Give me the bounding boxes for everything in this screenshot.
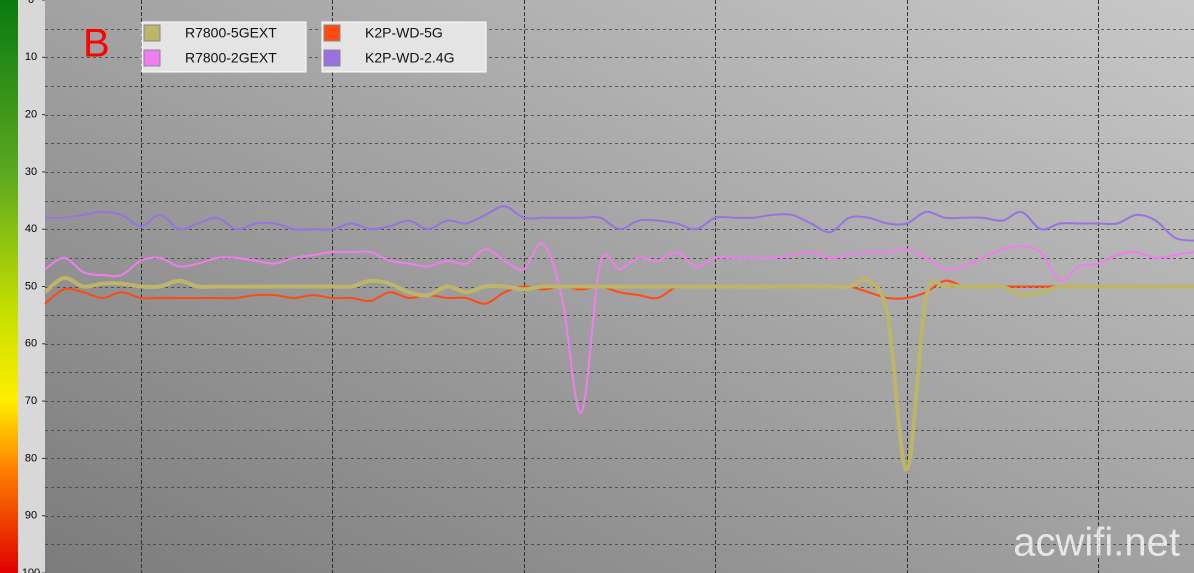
- series-line: [44, 242, 1194, 414]
- legend: R7800-5GEXT R7800-2GEXT K2P-WD-5G K2P-WD-2.…: [141, 21, 487, 73]
- y-tick-label: 100: [22, 567, 40, 573]
- legend-label: K2P-WD-2.4G: [365, 50, 454, 66]
- y-tick-label: 0: [28, 0, 34, 6]
- legend-box: [321, 21, 487, 73]
- y-tick-label: 30: [25, 166, 37, 178]
- y-tick-label: 20: [25, 109, 37, 121]
- legend-label: K2P-WD-5G: [365, 25, 443, 41]
- lines: [43, 205, 1194, 472]
- y-tick-label: 10: [25, 51, 37, 63]
- series-line: [43, 275, 1194, 472]
- y-tick-label: 40: [25, 223, 37, 235]
- y-tick-label: 70: [25, 395, 37, 407]
- series-line: [44, 205, 1194, 242]
- y-axis: 0 10 20 30 40 50 60 70 80 90 100: [22, 0, 45, 573]
- legend-swatch: [143, 24, 161, 42]
- legend-label: R7800-5GEXT: [185, 25, 277, 41]
- y-tick-label: 90: [25, 510, 37, 522]
- y-tick-label: 60: [25, 338, 37, 350]
- y-tick-label: 50: [25, 280, 37, 292]
- legend-label: R7800-2GEXT: [185, 50, 277, 66]
- legend-swatch: [143, 49, 161, 67]
- grid: [45, 0, 1194, 573]
- legend-swatch: [323, 49, 341, 67]
- signal-strip: [0, 0, 18, 573]
- panel-label: B: [83, 22, 110, 66]
- y-tick-label: 80: [25, 452, 37, 464]
- legend-box: [141, 21, 307, 73]
- legend-swatch: [323, 24, 341, 42]
- watermark: acwifi.net: [1013, 521, 1180, 565]
